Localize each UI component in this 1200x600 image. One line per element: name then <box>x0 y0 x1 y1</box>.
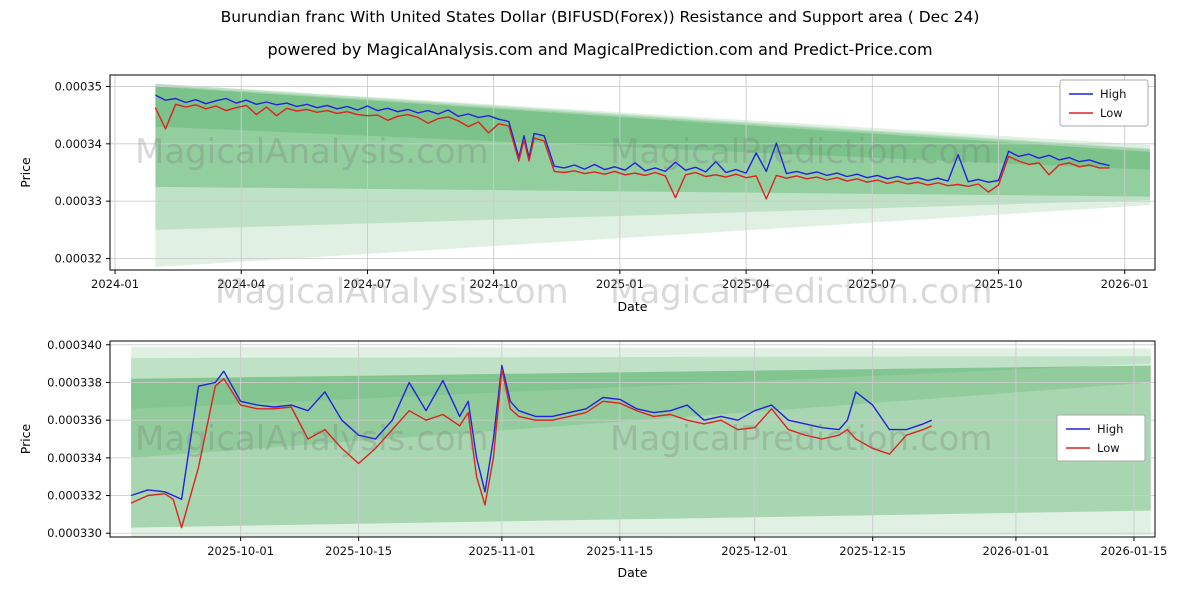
y-tick-label: 0.000330 <box>47 526 102 540</box>
x-tick-label: 2025-10 <box>974 277 1022 291</box>
watermark-text: MagicalPrediction.com <box>610 272 993 312</box>
x-tick-label: 2024-07 <box>343 277 391 291</box>
x-tick-label: 2025-11-01 <box>468 544 535 558</box>
low-line <box>154 103 1110 200</box>
x-tick-label: 2025-11-15 <box>586 544 653 558</box>
x-tick-label: 2024-10 <box>470 277 518 291</box>
top-price-chart: 2024-01 2024-04 2024-07 2024-10 2025-01 2025-… <box>18 74 1156 314</box>
y-tick-label: 0.000338 <box>47 375 102 389</box>
watermark-text: MagicalPrediction.com <box>610 419 993 459</box>
high-line <box>130 364 932 500</box>
legend-low-label: Low <box>1097 441 1120 455</box>
x-tick-label: 2025-10-15 <box>325 544 392 558</box>
y-tick-label: 0.000336 <box>47 413 102 427</box>
low-line <box>130 368 932 529</box>
plot-border <box>109 340 1156 538</box>
band-polygon <box>131 510 1151 537</box>
band-polygon <box>155 83 1150 268</box>
y-tick-label: 0.00032 <box>54 252 102 266</box>
x-axis-label: Date <box>618 565 648 580</box>
x-tick-label: 2026-01 <box>1101 277 1149 291</box>
high-line <box>155 94 1110 183</box>
bottom-price-chart: 2025-10-01 2025-10-15 2025-11-01 2025-11-15… <box>18 338 1167 580</box>
x-tick-label: 2025-10-01 <box>207 544 274 558</box>
legend-high-label: High <box>1100 87 1126 101</box>
support-resistance-bands <box>131 346 1151 537</box>
chart-subtitle: powered by MagicalAnalysis.com and Magic… <box>267 40 933 59</box>
band-polygon <box>131 365 1151 528</box>
legend: High Low <box>1059 79 1149 127</box>
support-resistance-bands <box>155 83 1150 268</box>
y-tick-label: 0.000332 <box>47 489 102 503</box>
legend: High Low <box>1056 414 1146 462</box>
legend-low-label: Low <box>1100 106 1123 120</box>
x-tick-label: 2025-12-01 <box>721 544 788 558</box>
x-tick-label: 2026-01-01 <box>983 544 1050 558</box>
tick-labels: 2025-10-01 2025-10-15 2025-11-01 2025-11-15… <box>47 338 1167 558</box>
y-axis-label: Price <box>18 157 33 188</box>
y-tick-label: 0.00034 <box>54 137 102 151</box>
y-axis-label: Price <box>18 423 33 454</box>
x-tick-label: 2024-04 <box>217 277 265 291</box>
watermark-text: MagicalAnalysis.com <box>135 132 489 172</box>
watermark-text: MagicalAnalysis.com <box>135 419 489 459</box>
x-tick-label: 2025-12-15 <box>839 544 906 558</box>
x-tick-label: 2025-07 <box>848 277 896 291</box>
band-polygon <box>131 346 1151 409</box>
band-polygon <box>155 83 1150 230</box>
y-tick-label: 0.000334 <box>47 451 102 465</box>
x-tick-label: 2024-01 <box>91 277 139 291</box>
watermark-text: MagicalPrediction.com <box>610 132 993 172</box>
legend-high-label: High <box>1097 422 1123 436</box>
plot-border <box>109 74 1156 271</box>
y-tick-label: 0.000340 <box>47 338 102 352</box>
band-polygon <box>131 356 1151 458</box>
x-tick-label: 2025-04 <box>722 277 770 291</box>
y-tick-label: 0.00033 <box>54 194 102 208</box>
band-polygon <box>155 86 1150 197</box>
chart-title: Burundian franc With United States Dolla… <box>220 8 980 26</box>
x-tick-label: 2026-01-15 <box>1101 544 1168 558</box>
tick-labels: 2024-01 2024-04 2024-07 2024-10 2025-01 2025-… <box>54 79 1148 291</box>
watermark-text: MagicalAnalysis.com <box>215 272 569 312</box>
x-tick-label: 2025-01 <box>596 277 644 291</box>
x-axis-label: Date <box>618 299 648 314</box>
y-tick-label: 0.00035 <box>54 79 102 93</box>
band-polygon <box>155 85 1150 170</box>
